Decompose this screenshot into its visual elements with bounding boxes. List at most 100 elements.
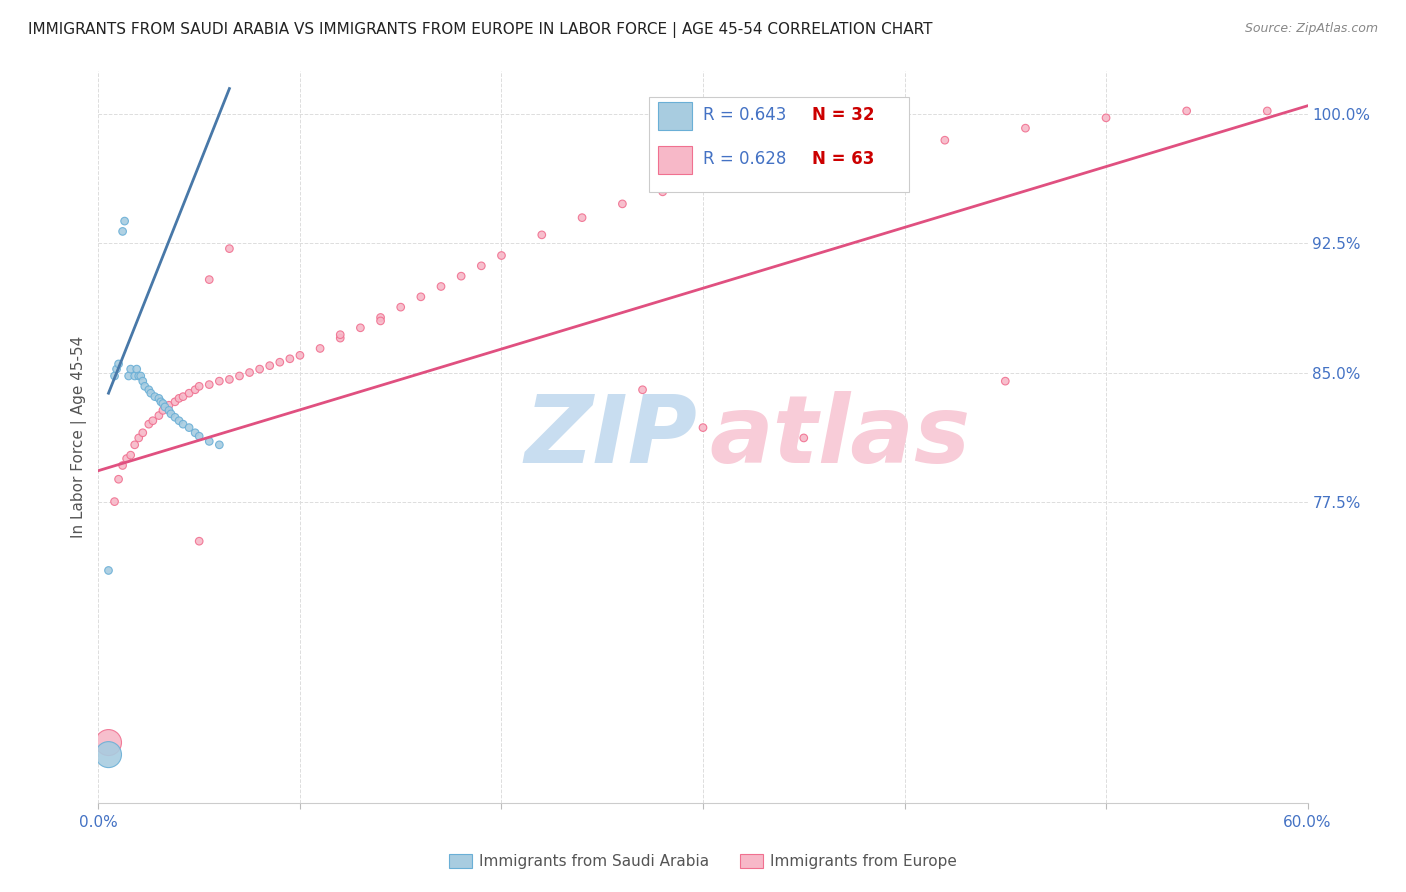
Legend: Immigrants from Saudi Arabia, Immigrants from Europe: Immigrants from Saudi Arabia, Immigrants…	[443, 848, 963, 875]
Point	[269, 355, 291, 369]
Point	[128, 369, 150, 384]
Point	[97, 735, 120, 749]
Point	[107, 357, 129, 371]
Point	[430, 279, 453, 293]
Point	[188, 379, 211, 393]
Point	[97, 747, 120, 762]
Point	[103, 494, 125, 508]
Point	[115, 451, 138, 466]
Point	[167, 392, 190, 406]
Point	[259, 359, 281, 373]
Point	[139, 386, 162, 401]
Point	[198, 434, 221, 449]
Point	[218, 372, 240, 386]
Point	[132, 425, 155, 440]
Point	[129, 369, 152, 384]
Point	[278, 351, 301, 366]
Point	[198, 377, 221, 392]
Point	[198, 272, 221, 286]
Point	[184, 383, 207, 397]
Point	[692, 176, 714, 190]
Point	[1256, 103, 1278, 118]
Text: R = 0.628: R = 0.628	[703, 150, 786, 168]
Point	[631, 383, 654, 397]
Point	[853, 150, 876, 164]
Point	[188, 429, 211, 443]
Text: N = 63: N = 63	[811, 150, 875, 168]
Point	[157, 403, 180, 417]
Point	[124, 369, 146, 384]
Point	[1014, 121, 1036, 136]
Point	[160, 407, 183, 421]
Point	[208, 438, 231, 452]
FancyBboxPatch shape	[648, 97, 908, 192]
Point	[491, 248, 513, 262]
Point	[893, 142, 915, 156]
Point	[692, 420, 714, 434]
Point	[153, 400, 176, 414]
Point	[114, 214, 136, 228]
Text: N = 32: N = 32	[811, 106, 875, 124]
Point	[107, 472, 129, 486]
Point	[143, 390, 166, 404]
Point	[125, 362, 148, 376]
Point	[138, 417, 160, 432]
Point	[349, 320, 371, 334]
Point	[793, 159, 815, 173]
FancyBboxPatch shape	[658, 146, 692, 174]
Text: R = 0.643: R = 0.643	[703, 106, 786, 124]
Point	[97, 564, 120, 578]
Point	[152, 403, 174, 417]
Point	[128, 431, 150, 445]
Point	[208, 374, 231, 388]
Point	[651, 185, 673, 199]
Point	[288, 348, 311, 362]
Point	[1095, 111, 1118, 125]
Point	[370, 310, 392, 325]
Point	[134, 379, 156, 393]
Point	[120, 362, 142, 376]
Text: IMMIGRANTS FROM SAUDI ARABIA VS IMMIGRANTS FROM EUROPE IN LABOR FORCE | AGE 45-5: IMMIGRANTS FROM SAUDI ARABIA VS IMMIGRAN…	[28, 22, 932, 38]
FancyBboxPatch shape	[658, 102, 692, 130]
Point	[148, 409, 170, 423]
Point	[218, 242, 240, 256]
Point	[138, 383, 160, 397]
Text: atlas: atlas	[709, 391, 970, 483]
Point	[118, 369, 141, 384]
Point	[309, 342, 332, 356]
Point	[103, 369, 125, 384]
Point	[132, 374, 155, 388]
Point	[179, 420, 201, 434]
Point	[105, 362, 128, 376]
Point	[370, 314, 392, 328]
Point	[188, 534, 211, 549]
Point	[470, 259, 492, 273]
Point	[450, 269, 472, 284]
Point	[172, 390, 194, 404]
Y-axis label: In Labor Force | Age 45-54: In Labor Force | Age 45-54	[72, 336, 87, 538]
Point	[228, 369, 250, 384]
Point	[571, 211, 593, 225]
Point	[612, 197, 634, 211]
Point	[389, 300, 412, 314]
Point	[148, 392, 170, 406]
Point	[733, 168, 755, 182]
Point	[994, 374, 1017, 388]
Point	[120, 448, 142, 462]
Point	[111, 458, 134, 473]
Point	[124, 438, 146, 452]
Point	[184, 425, 207, 440]
Point	[157, 398, 180, 412]
Point	[329, 331, 352, 345]
Point	[409, 290, 432, 304]
Point	[111, 224, 134, 238]
Point	[249, 362, 271, 376]
Point	[329, 327, 352, 342]
Point	[142, 414, 165, 428]
Point	[530, 227, 553, 242]
Point	[1175, 103, 1198, 118]
Point	[152, 396, 174, 410]
Point	[239, 366, 262, 380]
Text: Source: ZipAtlas.com: Source: ZipAtlas.com	[1244, 22, 1378, 36]
Point	[149, 394, 172, 409]
